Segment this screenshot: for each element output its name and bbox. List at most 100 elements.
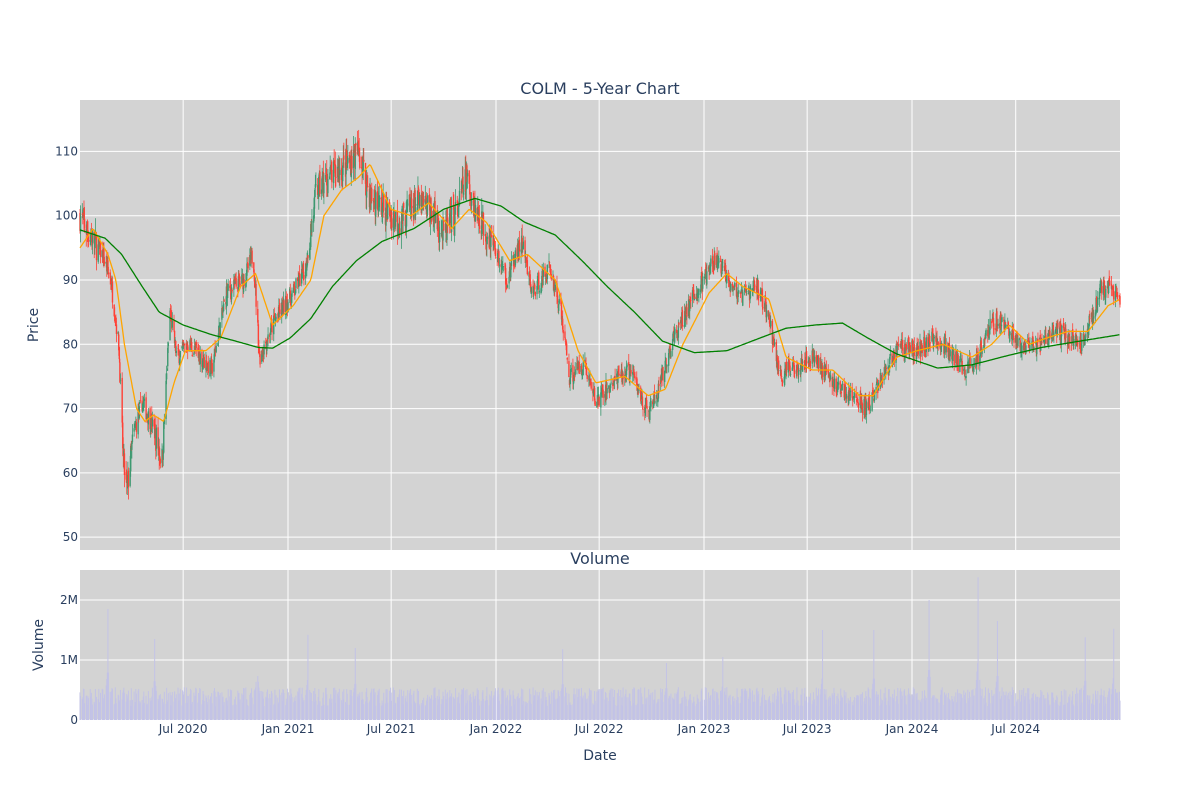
candle-body — [555, 285, 556, 290]
volume-bar — [136, 694, 137, 720]
volume-bar — [248, 706, 249, 720]
candle-body — [698, 289, 699, 295]
candle-body — [116, 324, 117, 334]
volume-bar — [503, 691, 504, 720]
volume-bar — [535, 690, 536, 720]
candle-body — [1013, 338, 1014, 343]
volume-bar — [730, 705, 731, 720]
candle-body — [870, 410, 871, 411]
volume-bar — [327, 705, 328, 720]
candle-body — [391, 212, 392, 227]
volume-bar — [323, 705, 324, 720]
candle-body — [862, 403, 863, 413]
candle-body — [567, 358, 568, 360]
candle-body — [949, 350, 950, 357]
candle-body — [359, 156, 360, 167]
candle-body — [180, 351, 181, 357]
volume-bar — [343, 689, 344, 720]
candle — [598, 396, 599, 407]
volume-bar — [782, 704, 783, 720]
candle-body — [160, 459, 161, 464]
volume-bar — [882, 700, 883, 720]
volume-bar — [654, 690, 655, 720]
candle — [515, 248, 516, 267]
candle-body — [247, 263, 248, 268]
volume-bar — [894, 690, 895, 720]
candle-body — [267, 334, 268, 339]
candle-body — [371, 189, 372, 201]
volume-bar — [443, 696, 444, 720]
volume-bar — [216, 697, 217, 720]
candle-body — [124, 453, 125, 475]
volume-bar — [758, 694, 759, 720]
volume-bar — [611, 688, 612, 720]
volume-bar — [423, 698, 424, 720]
candle-body — [857, 399, 858, 402]
candle-body — [722, 263, 723, 264]
candle-body — [642, 409, 643, 410]
candle-body — [794, 370, 795, 374]
volume-bar — [180, 689, 181, 720]
volume-bar — [447, 692, 448, 720]
volume-bar — [698, 702, 699, 720]
volume-bar — [104, 694, 105, 720]
candle-body — [299, 274, 300, 286]
candle-body — [100, 242, 101, 257]
candle-body — [694, 297, 695, 299]
price-y-tick-label: 80 — [63, 337, 78, 351]
candle-body — [579, 362, 580, 374]
candle-body — [798, 370, 799, 375]
volume-bar — [144, 703, 145, 720]
volume-bar — [515, 699, 516, 720]
volume-bar — [678, 704, 679, 720]
volume-bar — [682, 697, 683, 720]
candle-body — [810, 365, 811, 366]
candle-body — [650, 401, 651, 407]
candle-body — [144, 399, 145, 401]
candle-body — [559, 299, 560, 303]
volume-bar — [726, 687, 727, 720]
volume-bar — [551, 692, 552, 720]
volume-bar — [407, 690, 408, 720]
candle-body — [1109, 280, 1110, 284]
volume-bar — [244, 688, 245, 720]
volume-bar — [347, 705, 348, 720]
candle-body — [339, 170, 340, 175]
candle-body — [786, 362, 787, 370]
volume-bar — [363, 704, 364, 720]
candle-body — [535, 292, 536, 296]
candle-body — [850, 391, 851, 393]
candle-body — [630, 370, 631, 374]
volume-bar — [383, 693, 384, 720]
candle-body — [782, 381, 783, 382]
candle-body — [774, 342, 775, 344]
candle-body — [770, 320, 771, 326]
candle-body — [658, 384, 659, 386]
candle-body — [423, 199, 424, 202]
candle-body — [363, 161, 364, 171]
candle-body — [508, 277, 509, 284]
candle-body — [291, 290, 292, 297]
volume-bar — [595, 701, 596, 720]
volume-bar — [188, 696, 189, 720]
candle-body — [499, 265, 500, 266]
volume-bar — [874, 679, 875, 720]
candle-body — [781, 376, 782, 377]
candle-body — [112, 282, 113, 303]
candle-body — [842, 384, 843, 385]
candle-body — [510, 269, 511, 278]
candle-body — [838, 383, 839, 385]
candle-body — [702, 276, 703, 288]
volume-bar — [774, 693, 775, 720]
candle-body — [1119, 296, 1120, 304]
volume-bar — [778, 691, 779, 720]
volume-bar — [499, 701, 500, 720]
candle-body — [602, 390, 603, 398]
candle-body — [1105, 289, 1106, 298]
candle-body — [1005, 325, 1006, 327]
candle-body — [259, 354, 260, 364]
volume-bar — [802, 706, 803, 720]
candle-body — [534, 285, 535, 290]
candle-body — [649, 407, 650, 420]
candle-body — [447, 218, 448, 221]
